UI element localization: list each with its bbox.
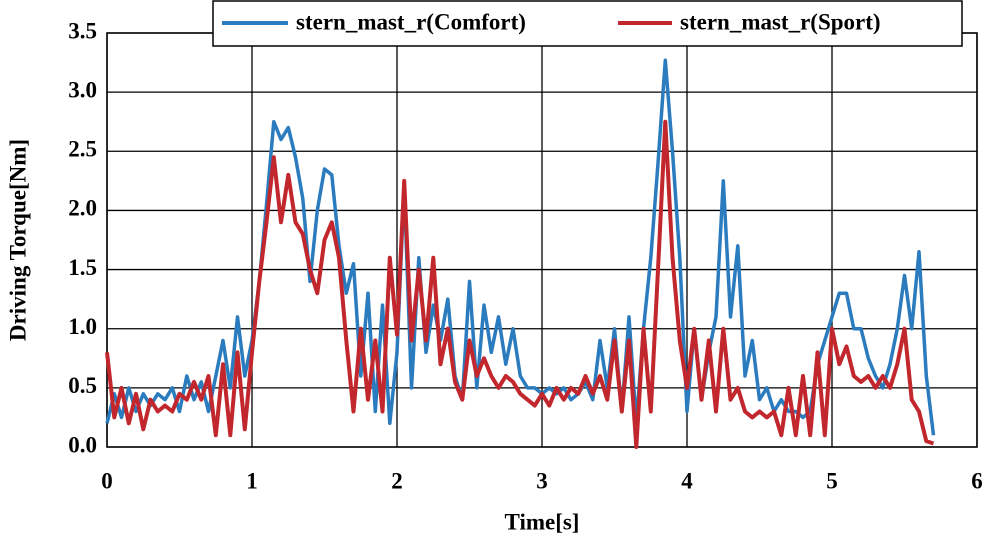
x-tick-label: 2 xyxy=(391,468,403,493)
y-tick-label: 2.5 xyxy=(68,137,97,162)
x-tick-label: 1 xyxy=(246,468,258,493)
data-line xyxy=(105,58,936,436)
x-axis-title: Time[s] xyxy=(505,509,580,534)
y-tick-label: 1.0 xyxy=(68,314,97,339)
data-line xyxy=(105,119,935,449)
y-tick-label: 2.0 xyxy=(68,196,97,221)
y-tick-label: 1.5 xyxy=(68,255,97,280)
x-tick-label: 6 xyxy=(971,468,983,493)
legend-label: stern_mast_r(Comfort) xyxy=(296,9,526,34)
x-tick-label: 3 xyxy=(536,468,548,493)
y-tick-label: 0.0 xyxy=(68,432,97,457)
legend-label: stern_mast_r(Sport) xyxy=(680,9,881,34)
x-tick-label: 0 xyxy=(101,468,113,493)
x-tick-label: 5 xyxy=(826,468,838,493)
y-tick-label: 0.5 xyxy=(68,373,97,398)
x-tick-label: 4 xyxy=(681,468,693,493)
legend-box xyxy=(212,0,963,47)
y-axis-title: Driving Torque[Nm] xyxy=(5,139,30,341)
y-tick-label: 3.0 xyxy=(68,77,97,102)
y-tick-label: 3.5 xyxy=(68,18,97,43)
